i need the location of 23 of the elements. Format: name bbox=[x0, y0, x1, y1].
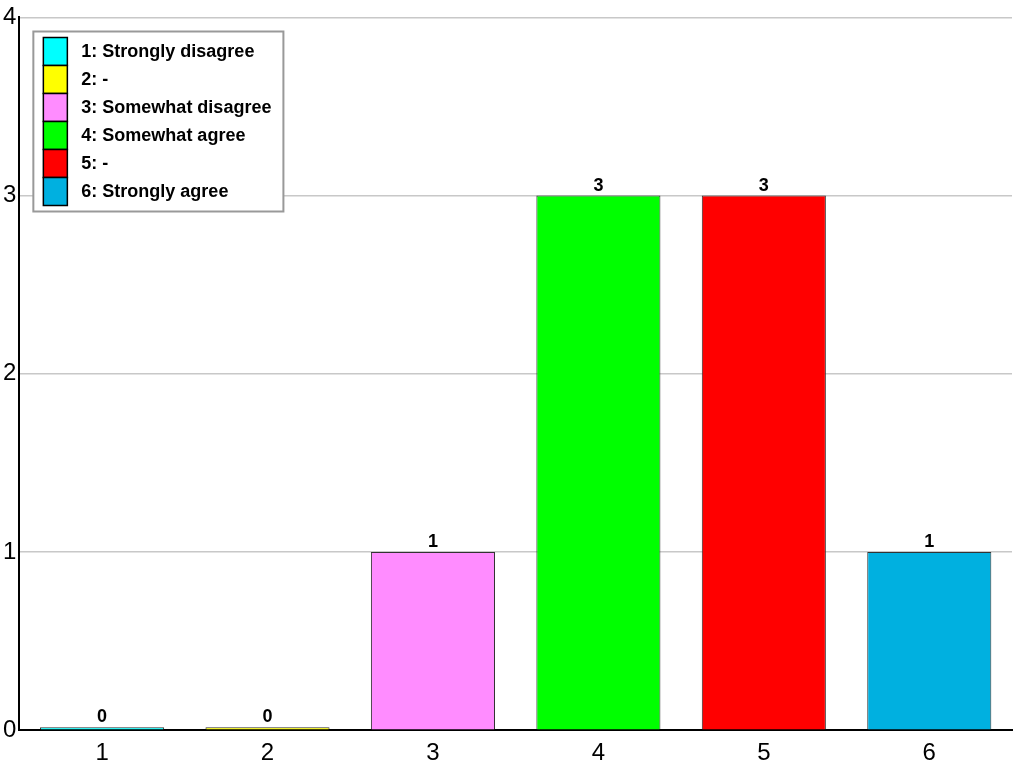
legend-label: 3: Somewhat disagree bbox=[81, 97, 272, 118]
x-tick-label: 1 bbox=[95, 738, 109, 766]
y-tick-label: 0 bbox=[2, 714, 17, 742]
x-tick-label: 4 bbox=[591, 738, 606, 766]
x-tick-label: 6 bbox=[922, 738, 936, 766]
y-tick-label: 3 bbox=[2, 180, 17, 208]
legend-label: 2: - bbox=[81, 69, 109, 90]
data-label: 0 bbox=[97, 706, 108, 727]
x-tick-label: 5 bbox=[757, 738, 771, 766]
data-label: 3 bbox=[758, 174, 769, 195]
legend-label: 4: Somewhat agree bbox=[81, 125, 246, 146]
data-label: 1 bbox=[924, 530, 935, 551]
y-tick-label: 1 bbox=[2, 536, 17, 564]
data-label: 0 bbox=[262, 706, 273, 727]
legend-label: 6: Strongly agree bbox=[81, 181, 229, 202]
data-label: 3 bbox=[593, 174, 604, 195]
legend-label: 1: Strongly disagree bbox=[81, 41, 255, 62]
x-tick-label: 2 bbox=[260, 738, 275, 766]
data-label: 1 bbox=[427, 530, 438, 551]
legend-label: 5: - bbox=[81, 153, 109, 174]
x-tick-label: 3 bbox=[426, 738, 440, 766]
y-tick-label: 2 bbox=[2, 358, 17, 386]
y-tick-label: 4 bbox=[2, 2, 17, 30]
